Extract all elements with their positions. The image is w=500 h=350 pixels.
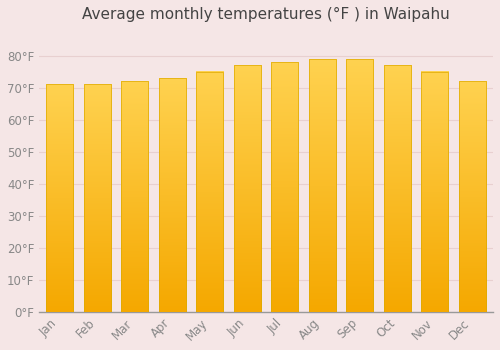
Bar xyxy=(234,65,261,312)
Bar xyxy=(272,62,298,312)
Bar xyxy=(46,84,74,312)
Bar xyxy=(84,84,111,312)
Title: Average monthly temperatures (°F ) in Waipahu: Average monthly temperatures (°F ) in Wa… xyxy=(82,7,450,22)
Bar xyxy=(309,59,336,312)
Bar xyxy=(196,72,224,312)
Bar xyxy=(422,72,448,312)
Bar xyxy=(459,81,486,312)
Bar xyxy=(384,65,411,312)
Bar xyxy=(159,78,186,312)
Bar xyxy=(346,59,374,312)
Bar xyxy=(122,81,148,312)
